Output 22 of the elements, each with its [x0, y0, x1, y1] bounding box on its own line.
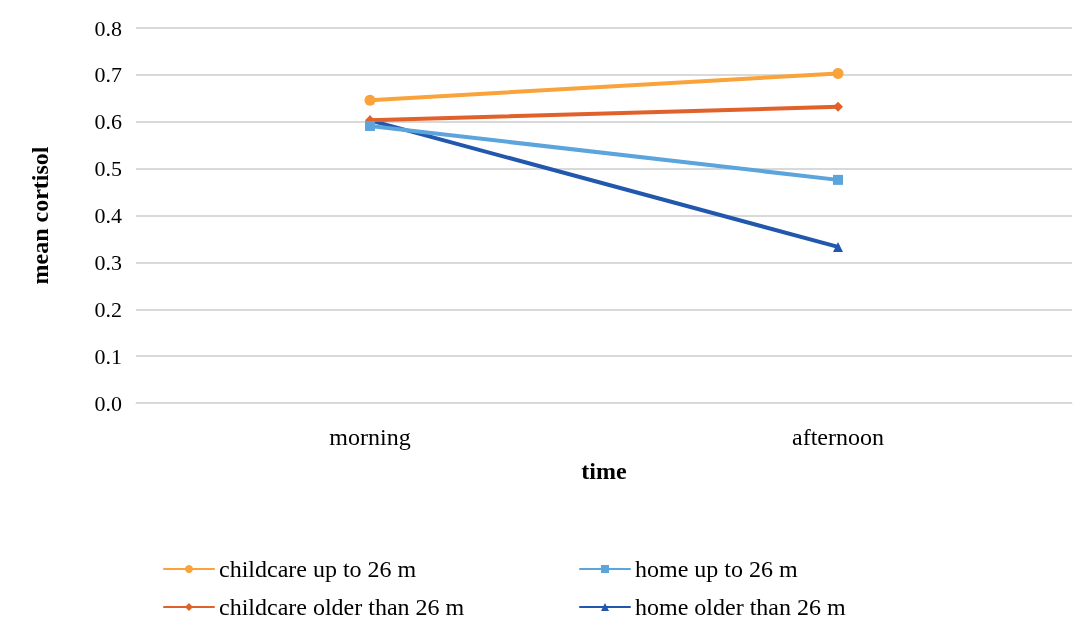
y-tick-label: 0.0	[94, 390, 122, 416]
y-tick-label: 0.2	[94, 296, 122, 322]
legend-label: home up to 26 m	[635, 556, 798, 582]
point	[364, 94, 376, 106]
point	[832, 67, 844, 79]
y-axis-title: mean cortisol	[27, 146, 53, 285]
point	[365, 120, 375, 131]
x-tick-label: afternoon	[792, 424, 884, 450]
legend-label: home older than 26 m	[635, 594, 846, 620]
point	[833, 174, 843, 185]
y-tick-label: 0.6	[94, 109, 122, 135]
y-tick-label: 0.5	[94, 156, 122, 182]
y-tick-label: 0.7	[94, 62, 122, 88]
y-tick-label: 0.3	[94, 249, 122, 275]
y-tick-label: 0.1	[94, 343, 122, 369]
x-tick-label: morning	[329, 424, 411, 450]
point	[833, 101, 843, 112]
x-axis-title: time	[581, 458, 627, 484]
y-tick-label: 0.8	[94, 15, 122, 41]
y-tick-label: 0.4	[94, 203, 122, 228]
legend-label: childcare up to 26 m	[219, 556, 417, 582]
legend-label: childcare older than 26 m	[219, 594, 465, 620]
